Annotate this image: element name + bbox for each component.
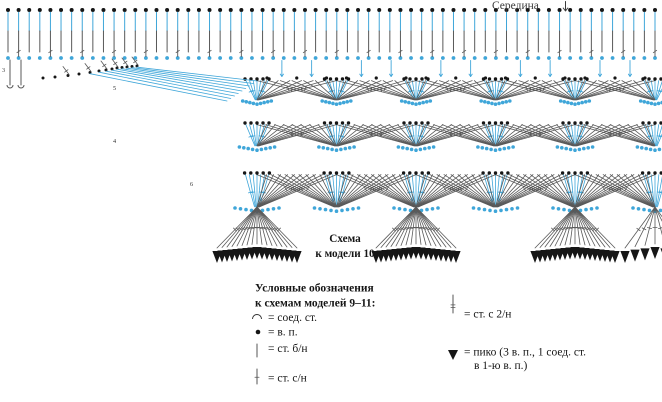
svg-text:3: 3 (2, 67, 5, 74)
svg-text:Условные обозначения: Условные обозначения (255, 283, 374, 295)
svg-text:= ст. с/н: = ст. с/н (268, 373, 307, 385)
svg-text:= пико (3 в. п., 1 соед. ст.: = пико (3 в. п., 1 соед. ст. (464, 347, 586, 359)
svg-text:= соед. ст.: = соед. ст. (268, 312, 317, 324)
svg-text:= в. п.: = в. п. (268, 327, 298, 339)
svg-text:5: 5 (113, 85, 116, 92)
svg-text:4: 4 (113, 138, 116, 145)
svg-text:Схема: Схема (329, 233, 361, 245)
svg-text:к модели 10: к модели 10 (315, 248, 375, 260)
svg-text:в 1-ю в. п.): в 1-ю в. п.) (474, 360, 528, 372)
svg-text:Середина: Середина (492, 0, 539, 12)
svg-text:6: 6 (190, 181, 193, 188)
svg-text:= ст. с 2/н: = ст. с 2/н (464, 309, 511, 321)
svg-text:= ст. б/н: = ст. б/н (268, 343, 308, 355)
svg-text:к схемам моделей 9–11:: к схемам моделей 9–11: (255, 298, 376, 310)
